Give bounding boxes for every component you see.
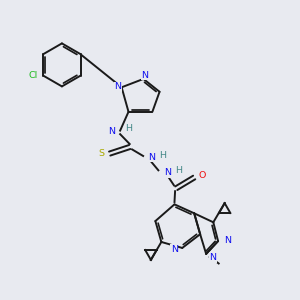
Text: N: N	[115, 82, 122, 91]
Text: N: N	[171, 245, 178, 254]
Text: N: N	[209, 253, 216, 262]
Text: N: N	[141, 71, 148, 80]
Text: N: N	[164, 168, 171, 177]
Text: O: O	[199, 172, 206, 181]
Text: N: N	[148, 153, 155, 162]
Text: N: N	[224, 236, 231, 245]
Text: H: H	[159, 151, 166, 160]
Text: Cl: Cl	[29, 70, 38, 80]
Text: H: H	[175, 166, 182, 175]
Text: S: S	[98, 149, 104, 158]
Text: H: H	[125, 124, 133, 133]
Text: N: N	[108, 127, 115, 136]
